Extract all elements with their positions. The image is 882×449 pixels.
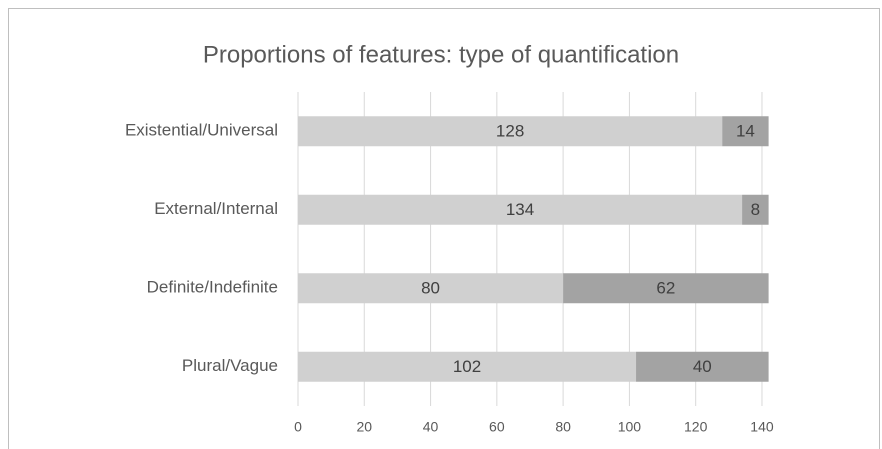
data-label: 134 bbox=[506, 200, 534, 219]
bar-segment bbox=[298, 351, 637, 382]
data-label: 8 bbox=[751, 200, 760, 219]
bar-segment bbox=[742, 194, 769, 225]
x-tick-label: 100 bbox=[618, 419, 642, 435]
data-label: 62 bbox=[656, 279, 675, 298]
data-label: 128 bbox=[496, 122, 524, 141]
y-tick-label: Plural/Vague bbox=[182, 356, 278, 375]
chart-border bbox=[8, 8, 880, 449]
bar-segment bbox=[298, 273, 564, 304]
bar-segment bbox=[298, 116, 723, 147]
x-tick-label: 60 bbox=[489, 419, 505, 435]
data-label: 40 bbox=[693, 357, 712, 376]
bar-segment bbox=[298, 194, 743, 225]
x-tick-label: 120 bbox=[684, 419, 708, 435]
x-tick-label: 140 bbox=[750, 419, 774, 435]
bar-segment bbox=[563, 273, 769, 304]
data-label: 102 bbox=[453, 357, 481, 376]
y-tick-label: Existential/Universal bbox=[125, 121, 278, 140]
chart-title: Proportions of features: type of quantif… bbox=[203, 41, 679, 68]
bar-segment bbox=[722, 116, 769, 147]
x-tick-label: 80 bbox=[555, 419, 571, 435]
y-tick-label: Definite/Indefinite bbox=[147, 278, 278, 297]
y-tick-label: External/Internal bbox=[154, 199, 278, 218]
bar-segment bbox=[636, 351, 769, 382]
x-tick-label: 20 bbox=[356, 419, 372, 435]
data-label: 80 bbox=[421, 279, 440, 298]
data-label: 14 bbox=[736, 122, 755, 141]
x-tick-label: 0 bbox=[294, 419, 302, 435]
x-tick-label: 40 bbox=[423, 419, 439, 435]
